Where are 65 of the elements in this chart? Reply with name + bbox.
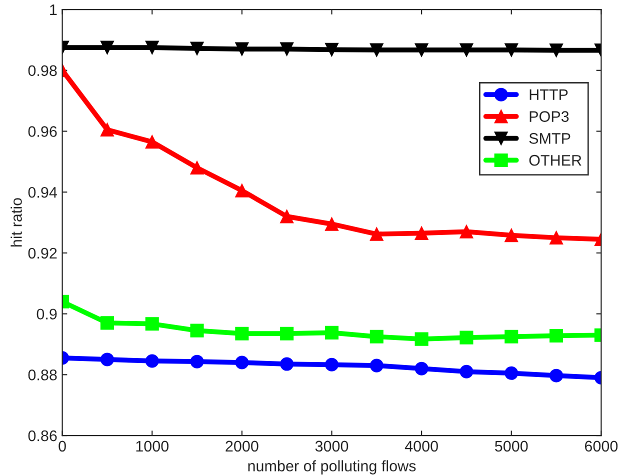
point [460, 364, 474, 378]
point [100, 316, 114, 330]
point [460, 43, 474, 57]
point [414, 362, 428, 376]
y-tick-label: 0.98 [28, 65, 57, 76]
point [145, 40, 159, 54]
point [504, 228, 518, 242]
y-tick-label: 0.9 [36, 308, 57, 320]
point [324, 358, 339, 372]
point [550, 368, 564, 382]
point [550, 44, 564, 58]
y-tick-label: 0.96 [28, 126, 57, 137]
x-tick-label: 2000 [226, 440, 258, 452]
point [190, 160, 204, 175]
point [504, 43, 518, 57]
point [190, 324, 204, 338]
point [370, 330, 384, 344]
x-axis-title: number of polluting flows [248, 460, 416, 474]
x-tick-label: 4000 [404, 440, 438, 452]
point [504, 366, 518, 380]
point [504, 330, 518, 344]
point [550, 328, 564, 342]
y-tick-label: 0.92 [28, 248, 57, 259]
point [324, 326, 339, 340]
legend-label: HTTP [530, 89, 568, 100]
point [370, 43, 384, 57]
y-tick-label: 0.94 [28, 186, 57, 198]
y-tick-label: 0.88 [28, 370, 57, 380]
point [235, 356, 249, 370]
x-tick-label: 1000 [136, 440, 169, 452]
point [190, 354, 204, 368]
point [370, 227, 384, 241]
point [460, 224, 474, 238]
point [280, 42, 294, 56]
point [324, 217, 339, 231]
point [280, 210, 294, 224]
point [280, 357, 294, 371]
point [370, 358, 384, 372]
y-tick-label: 0.86 [28, 430, 57, 442]
point [145, 135, 159, 149]
point [460, 330, 474, 344]
point [414, 226, 428, 240]
point [235, 42, 249, 56]
point [280, 326, 294, 340]
point [235, 184, 249, 198]
point [100, 122, 114, 136]
point [145, 354, 159, 368]
y-tick-label: 1 [50, 4, 57, 16]
point [550, 230, 564, 245]
x-tick-label: 6000 [584, 440, 618, 452]
point [235, 326, 249, 340]
point [190, 42, 204, 56]
point [324, 42, 339, 56]
point [100, 352, 114, 366]
x-tick-label: 5000 [495, 440, 528, 452]
y-axis-title: hit ratio [10, 198, 22, 247]
legend-label: SMTP [529, 133, 570, 144]
point [145, 317, 159, 331]
point [414, 332, 428, 346]
x-tick-label: 0 [58, 440, 66, 452]
legend-label: OTHER [529, 154, 582, 166]
x-tick-label: 3000 [315, 440, 348, 452]
point [100, 40, 114, 54]
legend-label: POP3 [530, 111, 569, 122]
point [414, 43, 428, 57]
